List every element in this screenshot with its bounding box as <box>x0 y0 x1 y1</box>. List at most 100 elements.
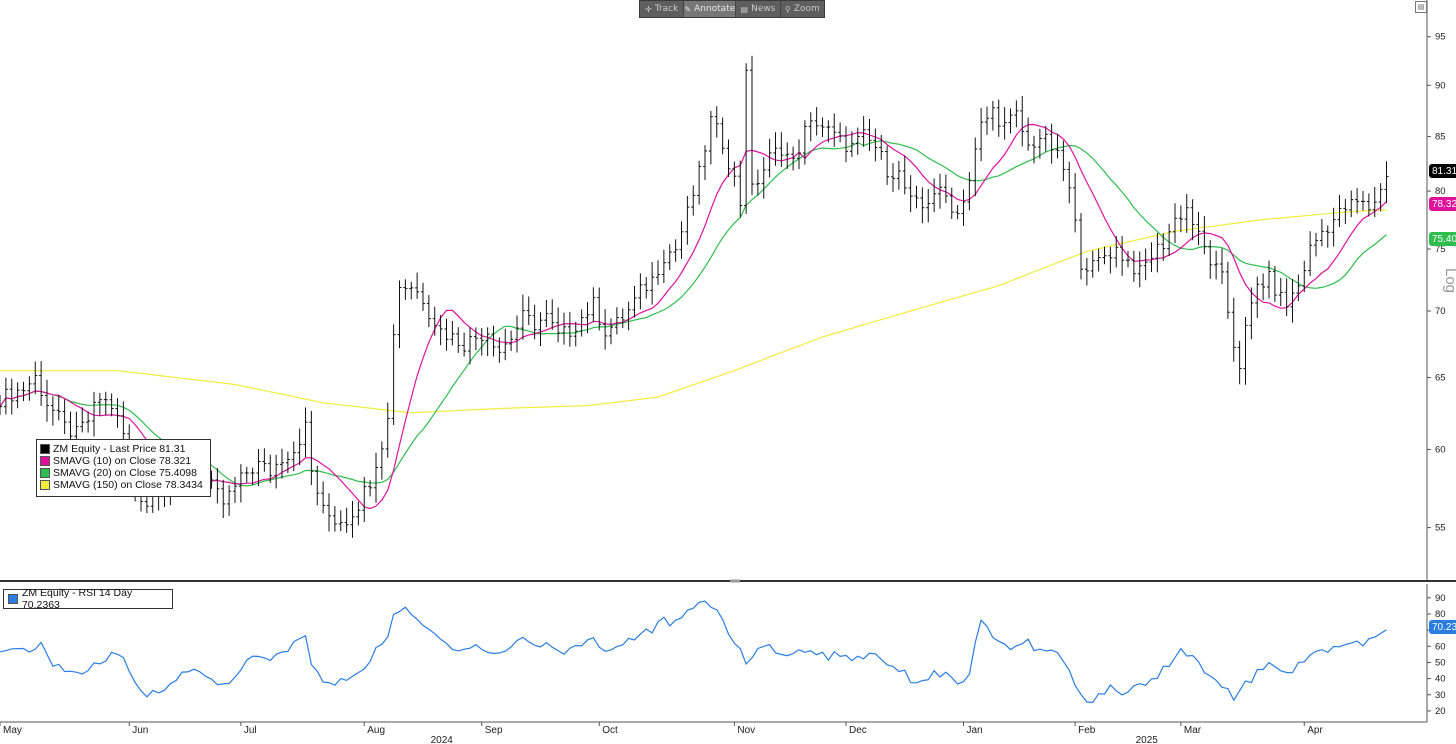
price-bar <box>350 501 355 538</box>
price-bar <box>56 395 61 421</box>
price-bar <box>891 163 895 193</box>
month-label: Aug <box>367 725 385 736</box>
price-bar <box>926 188 931 223</box>
price-bar <box>403 279 408 300</box>
track-button[interactable]: ✛ Track <box>640 1 685 17</box>
price-bar <box>1032 135 1036 164</box>
price-bar <box>97 392 102 417</box>
price-bar <box>1284 278 1289 317</box>
crosshair-icon: ✛ <box>645 4 652 14</box>
price-bar <box>1149 242 1154 272</box>
price-bar <box>644 277 649 299</box>
price-bar <box>526 296 531 325</box>
month-label: Nov <box>737 725 755 736</box>
year-label: 2025 <box>1136 735 1159 744</box>
rsi-tick-label: 40 <box>1435 674 1446 685</box>
price-bar <box>938 173 942 209</box>
price-bar <box>503 328 508 361</box>
price-bar <box>1043 125 1048 152</box>
price-bar <box>1267 260 1271 299</box>
month-label: May <box>3 725 22 736</box>
price-bar <box>797 139 801 170</box>
news-label: News <box>751 4 776 14</box>
price-bar <box>979 107 984 162</box>
price-bar <box>344 507 349 533</box>
log-scale-label[interactable]: Log <box>1442 267 1456 294</box>
price-bar <box>327 493 331 532</box>
price-bar <box>1002 107 1007 140</box>
annotate-button[interactable]: ✎ Annotate <box>684 1 737 17</box>
price-bar <box>27 376 32 401</box>
rsi-tick-label: 90 <box>1435 593 1446 604</box>
price-bar <box>1108 246 1113 274</box>
price-bar <box>1084 258 1089 286</box>
price-bar <box>826 120 831 143</box>
price-bar <box>1319 218 1324 247</box>
smavg-20-path <box>0 140 1387 487</box>
axis-settings-icon[interactable]: ▤ <box>1415 1 1427 13</box>
price-bar <box>879 134 884 160</box>
price-bar <box>708 110 713 165</box>
price-bar <box>761 157 766 199</box>
price-tick-label: 65 <box>1435 373 1446 384</box>
price-bar <box>1220 248 1224 284</box>
price-bar <box>1079 213 1083 280</box>
rsi-line <box>0 600 1387 704</box>
month-label: Sep <box>485 725 503 736</box>
price-bar <box>303 407 308 458</box>
price-bar <box>274 454 279 489</box>
news-icon: ▤ <box>740 4 749 14</box>
price-bar <box>1090 250 1095 278</box>
rsi-tag: 70.23 <box>1429 620 1456 634</box>
price-bar <box>1202 216 1207 255</box>
price-bar <box>673 239 678 262</box>
price-bar <box>949 187 954 220</box>
price-bar <box>614 307 619 335</box>
price-bar <box>45 379 49 422</box>
month-label: Jun <box>132 725 148 736</box>
price-bar <box>1325 225 1330 248</box>
price-bar <box>1290 278 1295 323</box>
price-bar <box>1343 198 1348 225</box>
price-bar <box>849 131 854 157</box>
price-bar <box>1173 203 1177 244</box>
price-tick-label: 90 <box>1435 80 1446 91</box>
price-bar <box>268 454 273 483</box>
price-bar <box>697 160 702 205</box>
price-bar <box>556 307 561 343</box>
price-bar <box>473 327 478 351</box>
price-tick-label: 70 <box>1435 306 1446 317</box>
legend-swatch <box>40 456 50 466</box>
price-bar <box>233 476 237 503</box>
rsi-tick-label: 80 <box>1435 609 1446 620</box>
price-bar <box>1137 251 1142 288</box>
rsi-legend-swatch <box>8 594 18 604</box>
legend-row: SMAVG (10) on Close 78.321 <box>40 455 210 467</box>
price-bar <box>1361 191 1365 211</box>
price-bar <box>943 174 948 204</box>
price-bar <box>321 481 326 514</box>
rsi-tag-label: 70.23 <box>1432 621 1456 633</box>
price-bar <box>520 294 525 340</box>
price-bar <box>1308 231 1313 277</box>
news-button[interactable]: ▤ News <box>736 1 781 17</box>
zoom-button[interactable]: ⚲ Zoom <box>781 1 824 17</box>
price-bar <box>996 99 1001 137</box>
price-bar <box>738 160 743 218</box>
price-bar <box>1255 276 1260 318</box>
price-bar <box>515 315 519 353</box>
price-bar <box>638 273 643 310</box>
price-bar <box>855 127 860 155</box>
smavg-20-tag: 75.40 <box>1429 232 1456 246</box>
price-bar <box>920 187 925 224</box>
price-bar <box>244 466 249 483</box>
price-bar <box>1102 246 1107 265</box>
price-bar <box>603 309 608 350</box>
price-bar <box>1020 95 1025 147</box>
price-bar <box>1314 232 1318 257</box>
price-bar <box>750 55 754 196</box>
price-bar <box>755 169 760 196</box>
smavg-10-tag-label: 78.32 <box>1432 198 1456 210</box>
price-bar <box>3 377 8 415</box>
price-bar <box>873 128 878 162</box>
